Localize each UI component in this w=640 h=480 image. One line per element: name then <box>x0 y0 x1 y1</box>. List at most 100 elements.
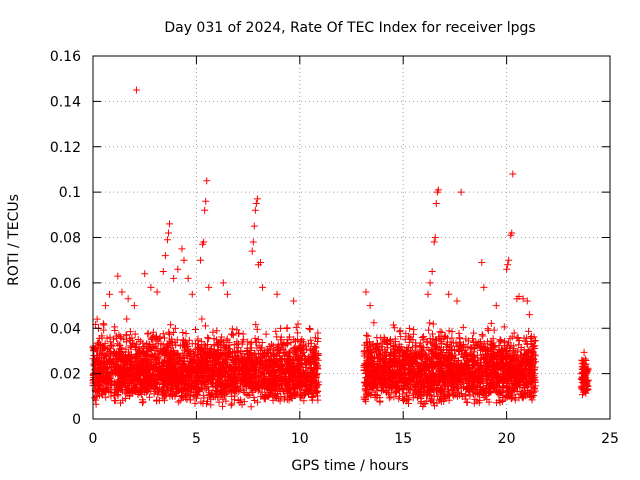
data-point <box>248 360 256 368</box>
data-point <box>153 397 161 405</box>
data-point <box>123 331 131 339</box>
data-point <box>204 334 212 342</box>
data-point <box>98 334 106 342</box>
data-point <box>222 344 230 352</box>
data-point <box>310 343 318 351</box>
data-point <box>487 319 495 327</box>
data-point <box>116 333 124 341</box>
data-point <box>484 325 492 333</box>
data-point <box>250 393 258 401</box>
data-point <box>254 335 262 343</box>
data-point <box>244 338 252 346</box>
data-point <box>170 346 178 354</box>
data-point <box>145 393 153 401</box>
data-point <box>276 387 284 395</box>
data-point <box>133 340 141 348</box>
data-point <box>179 329 187 337</box>
data-point <box>198 315 206 323</box>
data-point <box>108 378 116 386</box>
data-point <box>199 371 207 379</box>
data-point <box>426 319 434 327</box>
data-point <box>286 333 294 341</box>
data-point <box>363 331 371 339</box>
data-point <box>209 328 217 336</box>
data-point <box>144 387 152 395</box>
data-point <box>262 330 270 338</box>
data-point <box>272 327 280 335</box>
data-point <box>290 344 298 352</box>
data-point <box>364 332 372 340</box>
data-point <box>514 334 522 342</box>
data-point <box>463 398 471 406</box>
data-point <box>92 400 100 408</box>
data-point <box>306 325 314 333</box>
data-point <box>156 348 164 356</box>
data-point <box>448 334 456 342</box>
chart-title: Day 031 of 2024, Rate Of TEC Index for r… <box>164 20 535 36</box>
data-point <box>231 392 239 400</box>
data-point <box>214 346 222 354</box>
data-point <box>490 326 498 334</box>
data-point <box>478 331 486 339</box>
data-point <box>127 343 135 351</box>
data-point <box>253 325 261 333</box>
data-point <box>307 336 315 344</box>
data-point <box>436 328 444 336</box>
data-point <box>234 349 242 357</box>
data-point <box>291 388 299 396</box>
data-point <box>170 328 178 336</box>
data-point <box>285 396 293 404</box>
data-point <box>251 334 259 342</box>
data-point <box>459 323 467 331</box>
data-point <box>396 328 404 336</box>
data-point <box>496 336 504 344</box>
data-points <box>89 86 592 411</box>
data-point <box>173 336 181 344</box>
data-point <box>149 328 157 336</box>
data-point <box>117 399 125 407</box>
data-point <box>148 335 156 343</box>
data-point <box>167 321 175 329</box>
data-point <box>151 371 159 379</box>
data-point <box>300 397 308 405</box>
data-point <box>100 326 108 334</box>
data-point <box>207 401 215 409</box>
data-point <box>237 396 245 404</box>
data-point <box>208 379 216 387</box>
data-point <box>198 338 206 346</box>
data-point <box>277 324 285 332</box>
data-point <box>409 343 417 351</box>
data-point <box>294 329 302 337</box>
data-point <box>263 347 271 355</box>
data-point <box>292 351 300 359</box>
data-point <box>286 347 294 355</box>
data-point <box>185 336 193 344</box>
data-point <box>242 383 250 391</box>
data-point <box>308 394 316 402</box>
data-point <box>182 330 190 338</box>
data-point <box>115 341 123 349</box>
data-point <box>218 333 226 341</box>
data-point <box>294 320 302 328</box>
data-point <box>203 400 211 408</box>
data-point <box>187 372 195 380</box>
data-point <box>126 328 134 336</box>
data-point <box>201 322 209 330</box>
data-point <box>157 386 165 394</box>
data-point <box>159 330 167 338</box>
data-point <box>429 320 437 328</box>
data-point <box>219 395 227 403</box>
data-point <box>305 324 313 332</box>
data-point <box>101 340 109 348</box>
data-point <box>100 344 108 352</box>
data-point <box>424 326 432 334</box>
data-point <box>191 325 199 333</box>
data-point <box>220 350 228 358</box>
data-point <box>247 339 255 347</box>
data-point <box>152 355 160 363</box>
data-point <box>373 334 381 342</box>
data-point <box>104 350 112 358</box>
data-point <box>163 382 171 390</box>
data-point <box>254 398 262 406</box>
data-point <box>122 338 130 346</box>
